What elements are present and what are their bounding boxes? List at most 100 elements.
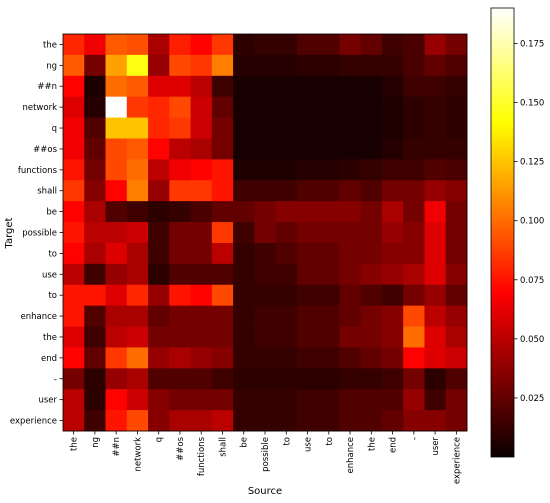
heatmap-cell xyxy=(169,242,191,265)
heatmap-cell xyxy=(105,138,128,160)
y-tick-label: - xyxy=(54,375,57,385)
heatmap-cell xyxy=(148,284,170,307)
heatmap-cell xyxy=(105,54,128,77)
x-tick-label: possible xyxy=(261,437,271,472)
heatmap-cell xyxy=(254,305,277,327)
y-tick-label: shall xyxy=(37,187,57,197)
heatmap-cell xyxy=(63,242,85,265)
heatmap-cell xyxy=(381,34,404,56)
heatmap-cell xyxy=(63,117,85,139)
heatmap-cell xyxy=(190,201,213,223)
heatmap-cell xyxy=(296,159,319,181)
heatmap-cell xyxy=(105,326,128,348)
heatmap-cell xyxy=(318,201,340,223)
heatmap-cell xyxy=(211,201,234,223)
heatmap-cell xyxy=(403,284,425,307)
heatmap-cell xyxy=(360,54,383,77)
heatmap-cell xyxy=(318,263,340,286)
heatmap-cell xyxy=(126,284,149,307)
y-tick-label: to xyxy=(48,249,57,259)
heatmap-cell xyxy=(360,159,383,181)
heatmap-cell xyxy=(360,305,383,327)
colorbar-tick-label: 0.175 xyxy=(520,39,544,49)
x-tick-label: enhance xyxy=(346,437,356,474)
heatmap-cell xyxy=(318,54,340,77)
heatmap-cell xyxy=(424,54,447,77)
heatmap-cell xyxy=(360,201,383,223)
x-tick-label: the xyxy=(367,437,377,451)
heatmap-cell xyxy=(360,180,383,202)
heatmap-cell xyxy=(296,242,319,265)
heatmap-cell xyxy=(381,347,404,369)
heatmap-cell xyxy=(318,180,340,202)
heatmap-cell xyxy=(63,305,85,327)
colorbar-tick-label: 0.050 xyxy=(520,335,544,345)
heatmap-cell xyxy=(403,222,425,244)
heatmap-cell xyxy=(381,263,404,286)
heatmap-cell xyxy=(424,96,447,118)
heatmap-cell xyxy=(254,96,277,118)
heatmap-cell xyxy=(63,54,85,77)
heatmap-cell xyxy=(233,242,255,265)
heatmap-cell xyxy=(360,75,383,98)
colorbar-tick-label: 0.025 xyxy=(520,394,544,404)
heatmap-cell xyxy=(381,159,404,181)
heatmap-cell xyxy=(403,34,425,56)
heatmap-cell xyxy=(254,242,277,265)
heatmap-cell xyxy=(254,368,277,390)
heatmap-cell xyxy=(318,389,340,411)
heatmap-cell xyxy=(445,75,468,98)
heatmap-cell xyxy=(318,242,340,265)
heatmap-cell xyxy=(211,222,234,244)
heatmap-cell xyxy=(84,201,106,223)
heatmap-cell xyxy=(296,326,319,348)
heatmap-cell xyxy=(211,138,234,160)
heatmap-cell xyxy=(84,222,106,244)
heatmap-cell xyxy=(105,159,128,181)
heatmap-cell xyxy=(190,347,213,369)
heatmap-cell xyxy=(169,222,191,244)
heatmap-cell xyxy=(275,138,298,160)
heatmap-cell xyxy=(84,96,106,118)
heatmap-cell xyxy=(190,284,213,307)
x-tick-label: end xyxy=(389,437,399,453)
heatmap-cell xyxy=(63,96,85,118)
heatmap-cell xyxy=(275,159,298,181)
heatmap-cell xyxy=(424,159,447,181)
heatmap-cell xyxy=(296,284,319,307)
heatmap-cell xyxy=(148,389,170,411)
heatmap-cell xyxy=(84,284,106,307)
heatmap-cell xyxy=(233,96,255,118)
heatmap-cell xyxy=(445,284,468,307)
colorbar-tick-label: 0.075 xyxy=(520,276,544,286)
heatmap-cell xyxy=(381,326,404,348)
heatmap-cell xyxy=(318,34,340,56)
heatmap-cell xyxy=(84,305,106,327)
heatmap-cell xyxy=(381,75,404,98)
heatmap-cell xyxy=(63,263,85,286)
heatmap-cell xyxy=(339,242,362,265)
y-tick-label: q xyxy=(52,124,57,134)
y-tick-label: ng xyxy=(46,61,57,71)
heatmap-cell xyxy=(211,96,234,118)
heatmap-cell xyxy=(105,222,128,244)
heatmap-cell xyxy=(169,138,191,160)
heatmap-cell xyxy=(233,410,255,432)
heatmap-cell xyxy=(63,75,85,98)
heatmap-cell xyxy=(169,368,191,390)
heatmap-cell xyxy=(105,410,128,432)
heatmap-cell xyxy=(233,138,255,160)
x-tick-label: the xyxy=(70,437,80,451)
heatmap-cell xyxy=(233,117,255,139)
heatmap-cell xyxy=(84,75,106,98)
heatmap-cell xyxy=(211,242,234,265)
heatmap-cell xyxy=(424,263,447,286)
heatmap-cells xyxy=(63,34,468,432)
y-tick-label: ##n xyxy=(37,82,57,92)
x-tick-label: functions xyxy=(197,436,207,476)
heatmap-cell xyxy=(339,159,362,181)
y-tick-label: network xyxy=(22,103,57,113)
heatmap-cell xyxy=(211,34,234,56)
heatmap-cell xyxy=(105,389,128,411)
heatmap-cell xyxy=(318,326,340,348)
